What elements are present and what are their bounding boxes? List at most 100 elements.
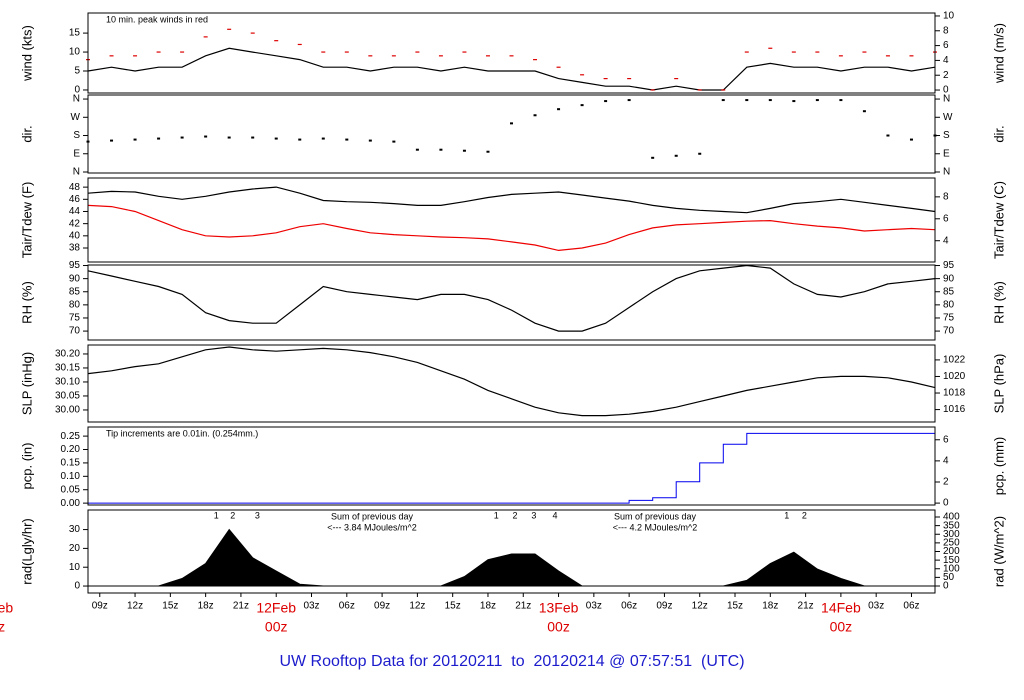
dir-point (604, 100, 608, 103)
y2-tick-label: 75 (943, 313, 955, 324)
y-tick-label: N (73, 94, 80, 105)
y-tick-label: 5 (74, 66, 80, 77)
dir-point (180, 136, 184, 139)
y-tick-label: 30.15 (55, 363, 80, 374)
series-line (87, 346, 936, 417)
y2-tick-label: 1022 (943, 355, 966, 366)
x-tick-label: 12z (127, 601, 143, 612)
sun-hour-mark: 2 (802, 510, 807, 520)
sun-hour-mark: 1 (494, 510, 499, 520)
dir-point (439, 148, 443, 151)
y-tick-label: 0.25 (61, 431, 81, 442)
y-tick-label: E (73, 148, 80, 159)
chart-title: UW Rooftop Data for 20120211 to 20120214… (279, 653, 744, 670)
x-tick-label: 21z (233, 601, 249, 612)
annotation: Tip increments are 0.01in. (0.254mm.) (106, 428, 258, 438)
y2-tick-label: 150 (943, 555, 960, 566)
y2-tick-label: 250 (943, 538, 960, 549)
x-tick-label: 09z (656, 601, 672, 612)
x-day-sublabel: 00z (830, 619, 853, 635)
panel-frame (87, 344, 936, 423)
y2-tick-label: 90 (943, 273, 955, 284)
radiation-note: Sum of previous day (331, 511, 414, 521)
y2-tick-label: 8 (943, 25, 949, 36)
panel-frame (87, 94, 936, 174)
sun-hour-mark: 3 (255, 510, 260, 520)
radiation-note: <--- 3.84 MJoules/m^2 (327, 522, 417, 532)
y2-tick-label: N (943, 167, 950, 178)
dir-point (580, 104, 584, 107)
dir-point (721, 99, 725, 102)
y2-tick-label: 10 (943, 11, 955, 22)
y-tick-label: 0.00 (61, 498, 81, 509)
y-axis-label: pcp. (in) (19, 443, 34, 490)
x-tick-label: 12z (692, 601, 708, 612)
y-tick-label: 70 (69, 326, 81, 337)
y2-tick-label: 70 (943, 326, 955, 337)
radiation-note: Sum of previous day (614, 511, 697, 521)
x-day-label: 13Feb (539, 600, 579, 616)
y-tick-label: 80 (69, 300, 81, 311)
y-tick-label: 10 (69, 562, 81, 573)
y2-tick-label: 2 (943, 477, 949, 488)
y-tick-label: 0.20 (61, 444, 81, 455)
y2-tick-label: 6 (943, 434, 949, 445)
x-tick-label: 09z (374, 601, 390, 612)
y2-tick-label: 80 (943, 300, 955, 311)
dir-point (862, 110, 866, 113)
y2-tick-label: 200 (943, 546, 960, 557)
x-tick-label: 21z (798, 601, 814, 612)
y-axis-label: SLP (inHg) (19, 352, 34, 415)
y-tick-label: 0.05 (61, 484, 81, 495)
dir-point (204, 135, 208, 138)
x-day-label: 12Feb (256, 600, 296, 616)
y-axis-label: Tair/Tdew (F) (19, 182, 34, 259)
y-tick-label: S (73, 130, 80, 141)
y-tick-label: 10 (69, 47, 81, 58)
y2-tick-label: 6 (943, 40, 949, 51)
y2-tick-label: 8 (943, 192, 949, 203)
dir-point (909, 138, 913, 141)
y-tick-label: 0 (74, 581, 80, 592)
x-tick-label: 03z (303, 601, 319, 612)
dir-point (321, 137, 325, 140)
y2-tick-label: 1016 (943, 404, 966, 415)
radiation-note: <--- 4.2 MJoules/m^2 (613, 522, 698, 532)
sun-hour-mark: 2 (513, 510, 518, 520)
x-tick-label: 03z (586, 601, 602, 612)
y2-tick-label: S (943, 130, 950, 141)
dir-point (157, 137, 161, 140)
x-day-sublabel: 00z (265, 619, 288, 635)
dir-point (345, 138, 349, 141)
x-tick-label: 12z (409, 601, 425, 612)
dir-point (651, 156, 655, 159)
series-area (88, 528, 935, 587)
dir-point (462, 149, 466, 152)
x-tick-label: 18z (762, 601, 778, 612)
series-line (87, 264, 936, 332)
dir-point (674, 154, 678, 157)
y2-tick-label: 4 (943, 55, 949, 66)
y2-axis-label: wind (m/s) (991, 23, 1006, 84)
y-tick-label: 75 (69, 313, 81, 324)
x-tick-label: 18z (198, 601, 214, 612)
series-line (87, 186, 936, 214)
y2-tick-label: 2 (943, 70, 949, 81)
dir-point (227, 136, 231, 139)
y2-tick-label: 4 (943, 235, 949, 246)
y2-axis-label: dir. (991, 125, 1006, 142)
y2-tick-label: 1018 (943, 388, 966, 399)
y2-tick-label: 100 (943, 563, 960, 574)
x-tick-label: 21z (515, 601, 531, 612)
y-tick-label: W (71, 112, 81, 123)
y-tick-label: 48 (69, 182, 81, 193)
series-step (88, 430, 936, 504)
x-tick-label: 06z (621, 601, 637, 612)
x-tick-label: 18z (480, 601, 496, 612)
y-tick-label: 30.20 (55, 349, 80, 360)
sun-hour-mark: 1 (214, 510, 219, 520)
y2-tick-label: E (943, 148, 950, 159)
y-tick-label: 0.10 (61, 471, 81, 482)
